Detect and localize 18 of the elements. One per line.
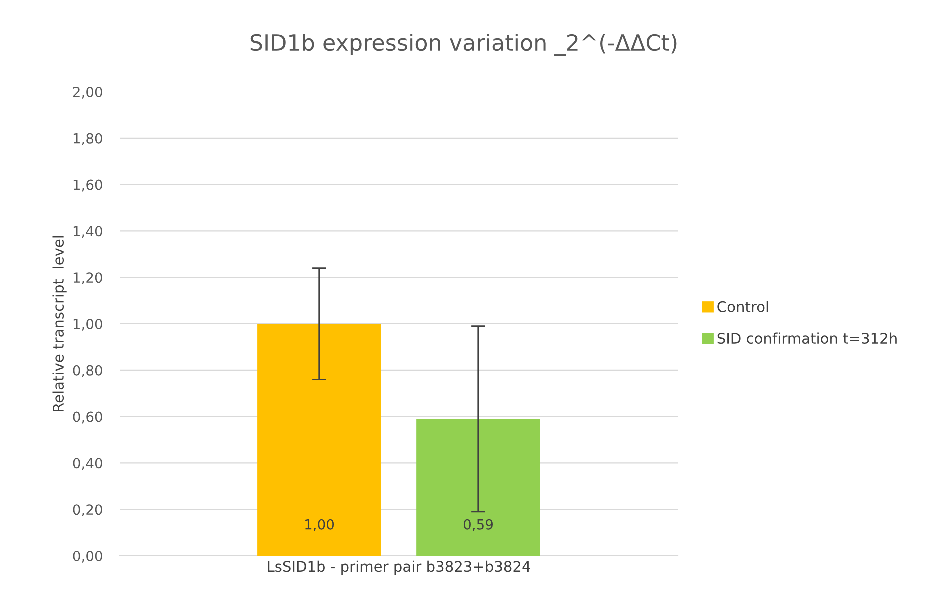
y-tick-label: 0,40 xyxy=(73,458,102,470)
y-axis-title: Relative transcript level xyxy=(52,236,67,412)
legend-label: SID confirmation t=312h xyxy=(718,332,897,344)
y-tick-label: 1,40 xyxy=(74,226,102,238)
y-tick-label: 1,60 xyxy=(74,180,102,192)
y-tick-label: 1,20 xyxy=(74,272,102,284)
y-tick-label: 0,80 xyxy=(73,365,102,378)
y-tick-label: 2,00 xyxy=(73,86,102,99)
data-label: 0,59 xyxy=(464,519,493,532)
y-tick-label: 0,00 xyxy=(73,550,102,563)
chart-title: SID1b expression variation _2^(-ΔΔCt) xyxy=(250,34,677,56)
y-tick-label: 1,80 xyxy=(74,133,102,146)
y-tick-label: 0,60 xyxy=(73,412,102,424)
y-tick-label: 0,20 xyxy=(73,504,102,516)
x-tick-label: LsSID1b - primer pair b3823+b3824 xyxy=(268,560,530,575)
data-label: 1,00 xyxy=(306,519,334,532)
legend-label: Control xyxy=(718,301,768,312)
y-tick-label: 1,00 xyxy=(74,318,102,331)
